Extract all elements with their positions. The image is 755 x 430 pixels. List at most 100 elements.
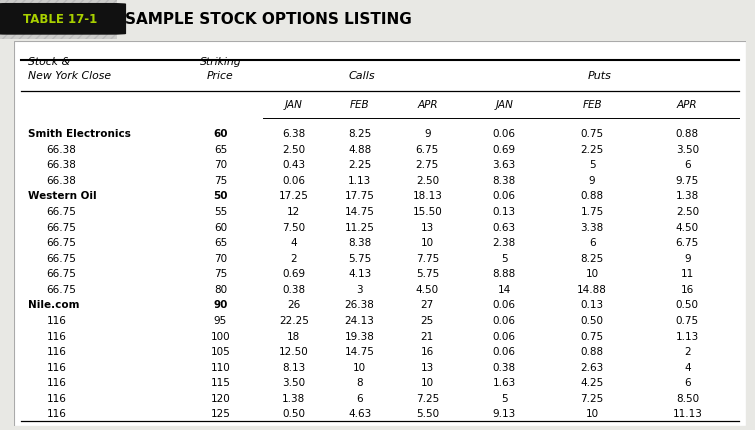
Text: APR: APR bbox=[677, 100, 698, 110]
Text: 70: 70 bbox=[214, 253, 227, 263]
Text: 1.75: 1.75 bbox=[581, 206, 604, 217]
Text: 4.25: 4.25 bbox=[581, 377, 604, 387]
Text: 14.75: 14.75 bbox=[345, 206, 374, 217]
Text: 3.50: 3.50 bbox=[676, 144, 699, 154]
Text: 24.13: 24.13 bbox=[345, 315, 374, 325]
Text: JAN: JAN bbox=[495, 100, 513, 110]
Text: 1.38: 1.38 bbox=[676, 191, 699, 201]
Text: 19.38: 19.38 bbox=[345, 331, 374, 341]
Text: 11.25: 11.25 bbox=[345, 222, 374, 232]
Text: 60: 60 bbox=[213, 129, 228, 139]
Text: 0.88: 0.88 bbox=[581, 191, 604, 201]
Text: 0.13: 0.13 bbox=[581, 300, 604, 310]
Text: 2.63: 2.63 bbox=[581, 362, 604, 372]
Text: 17.75: 17.75 bbox=[345, 191, 374, 201]
Text: 110: 110 bbox=[211, 362, 230, 372]
Text: 7.75: 7.75 bbox=[416, 253, 439, 263]
Text: 4: 4 bbox=[684, 362, 691, 372]
Text: 116: 116 bbox=[47, 362, 66, 372]
Text: 15.50: 15.50 bbox=[412, 206, 442, 217]
Text: 6: 6 bbox=[684, 377, 691, 387]
Text: 0.06: 0.06 bbox=[493, 315, 516, 325]
Text: 6: 6 bbox=[589, 238, 596, 248]
Text: 116: 116 bbox=[47, 315, 66, 325]
Text: 2: 2 bbox=[684, 346, 691, 356]
Text: 0.50: 0.50 bbox=[282, 408, 305, 418]
Text: 26.38: 26.38 bbox=[345, 300, 374, 310]
Text: 5.75: 5.75 bbox=[348, 253, 371, 263]
Text: 14: 14 bbox=[498, 284, 511, 294]
Text: 4.50: 4.50 bbox=[416, 284, 439, 294]
Text: 9: 9 bbox=[684, 253, 691, 263]
Text: 50: 50 bbox=[213, 191, 228, 201]
Text: 6.75: 6.75 bbox=[416, 144, 439, 154]
Text: 1.13: 1.13 bbox=[348, 175, 371, 185]
Text: 116: 116 bbox=[47, 377, 66, 387]
Text: 6: 6 bbox=[684, 160, 691, 170]
Text: 1.13: 1.13 bbox=[676, 331, 699, 341]
Text: 0.50: 0.50 bbox=[676, 300, 699, 310]
Text: 2.25: 2.25 bbox=[581, 144, 604, 154]
Text: 8.38: 8.38 bbox=[493, 175, 516, 185]
Text: 8.38: 8.38 bbox=[348, 238, 371, 248]
Text: 66.75: 66.75 bbox=[47, 284, 76, 294]
Text: 3.63: 3.63 bbox=[493, 160, 516, 170]
Text: 7.25: 7.25 bbox=[581, 393, 604, 403]
Text: 116: 116 bbox=[47, 393, 66, 403]
Text: TABLE 17-1: TABLE 17-1 bbox=[23, 12, 97, 25]
Text: 14.75: 14.75 bbox=[345, 346, 374, 356]
Text: 0.88: 0.88 bbox=[581, 346, 604, 356]
Text: 3: 3 bbox=[356, 284, 363, 294]
Text: 105: 105 bbox=[211, 346, 230, 356]
Text: 8.13: 8.13 bbox=[282, 362, 305, 372]
Text: Puts: Puts bbox=[587, 71, 612, 81]
Text: 2.50: 2.50 bbox=[416, 175, 439, 185]
Text: 0.69: 0.69 bbox=[493, 144, 516, 154]
Text: 116: 116 bbox=[47, 331, 66, 341]
Text: 4: 4 bbox=[291, 238, 297, 248]
Text: 5: 5 bbox=[589, 160, 596, 170]
Text: 120: 120 bbox=[211, 393, 230, 403]
Text: 2.50: 2.50 bbox=[282, 144, 305, 154]
Text: 55: 55 bbox=[214, 206, 227, 217]
Text: 115: 115 bbox=[211, 377, 230, 387]
Text: APR: APR bbox=[417, 100, 438, 110]
Text: Striking
Price: Striking Price bbox=[199, 57, 242, 80]
Text: 0.75: 0.75 bbox=[581, 331, 604, 341]
Text: 0.50: 0.50 bbox=[581, 315, 604, 325]
Text: 9: 9 bbox=[424, 129, 430, 139]
Text: 0.06: 0.06 bbox=[493, 129, 516, 139]
Text: FEB: FEB bbox=[582, 100, 602, 110]
Text: FEB: FEB bbox=[350, 100, 369, 110]
Text: 10: 10 bbox=[421, 377, 434, 387]
Text: 0.75: 0.75 bbox=[676, 315, 699, 325]
Text: 116: 116 bbox=[47, 346, 66, 356]
Text: 0.38: 0.38 bbox=[493, 362, 516, 372]
Text: 12: 12 bbox=[287, 206, 300, 217]
Text: 80: 80 bbox=[214, 284, 227, 294]
Text: 5: 5 bbox=[501, 253, 507, 263]
Text: 125: 125 bbox=[211, 408, 230, 418]
Text: 0.38: 0.38 bbox=[282, 284, 305, 294]
Text: 10: 10 bbox=[353, 362, 366, 372]
Text: 66.75: 66.75 bbox=[47, 222, 76, 232]
Text: JAN: JAN bbox=[285, 100, 303, 110]
FancyBboxPatch shape bbox=[0, 4, 126, 36]
Text: 18.13: 18.13 bbox=[412, 191, 442, 201]
Text: 0.75: 0.75 bbox=[581, 129, 604, 139]
Text: 6: 6 bbox=[356, 393, 363, 403]
Text: 1.38: 1.38 bbox=[282, 393, 305, 403]
Text: 0.06: 0.06 bbox=[493, 300, 516, 310]
FancyBboxPatch shape bbox=[0, 0, 117, 40]
Text: 18: 18 bbox=[287, 331, 300, 341]
Text: 66.38: 66.38 bbox=[47, 160, 76, 170]
Text: 0.06: 0.06 bbox=[493, 191, 516, 201]
Text: 0.43: 0.43 bbox=[282, 160, 305, 170]
Text: 66.75: 66.75 bbox=[47, 269, 76, 279]
Text: 8.25: 8.25 bbox=[581, 253, 604, 263]
Text: 66.38: 66.38 bbox=[47, 175, 76, 185]
Text: 12.50: 12.50 bbox=[279, 346, 309, 356]
Text: 9: 9 bbox=[589, 175, 596, 185]
Text: 16: 16 bbox=[421, 346, 434, 356]
Text: 27: 27 bbox=[421, 300, 434, 310]
